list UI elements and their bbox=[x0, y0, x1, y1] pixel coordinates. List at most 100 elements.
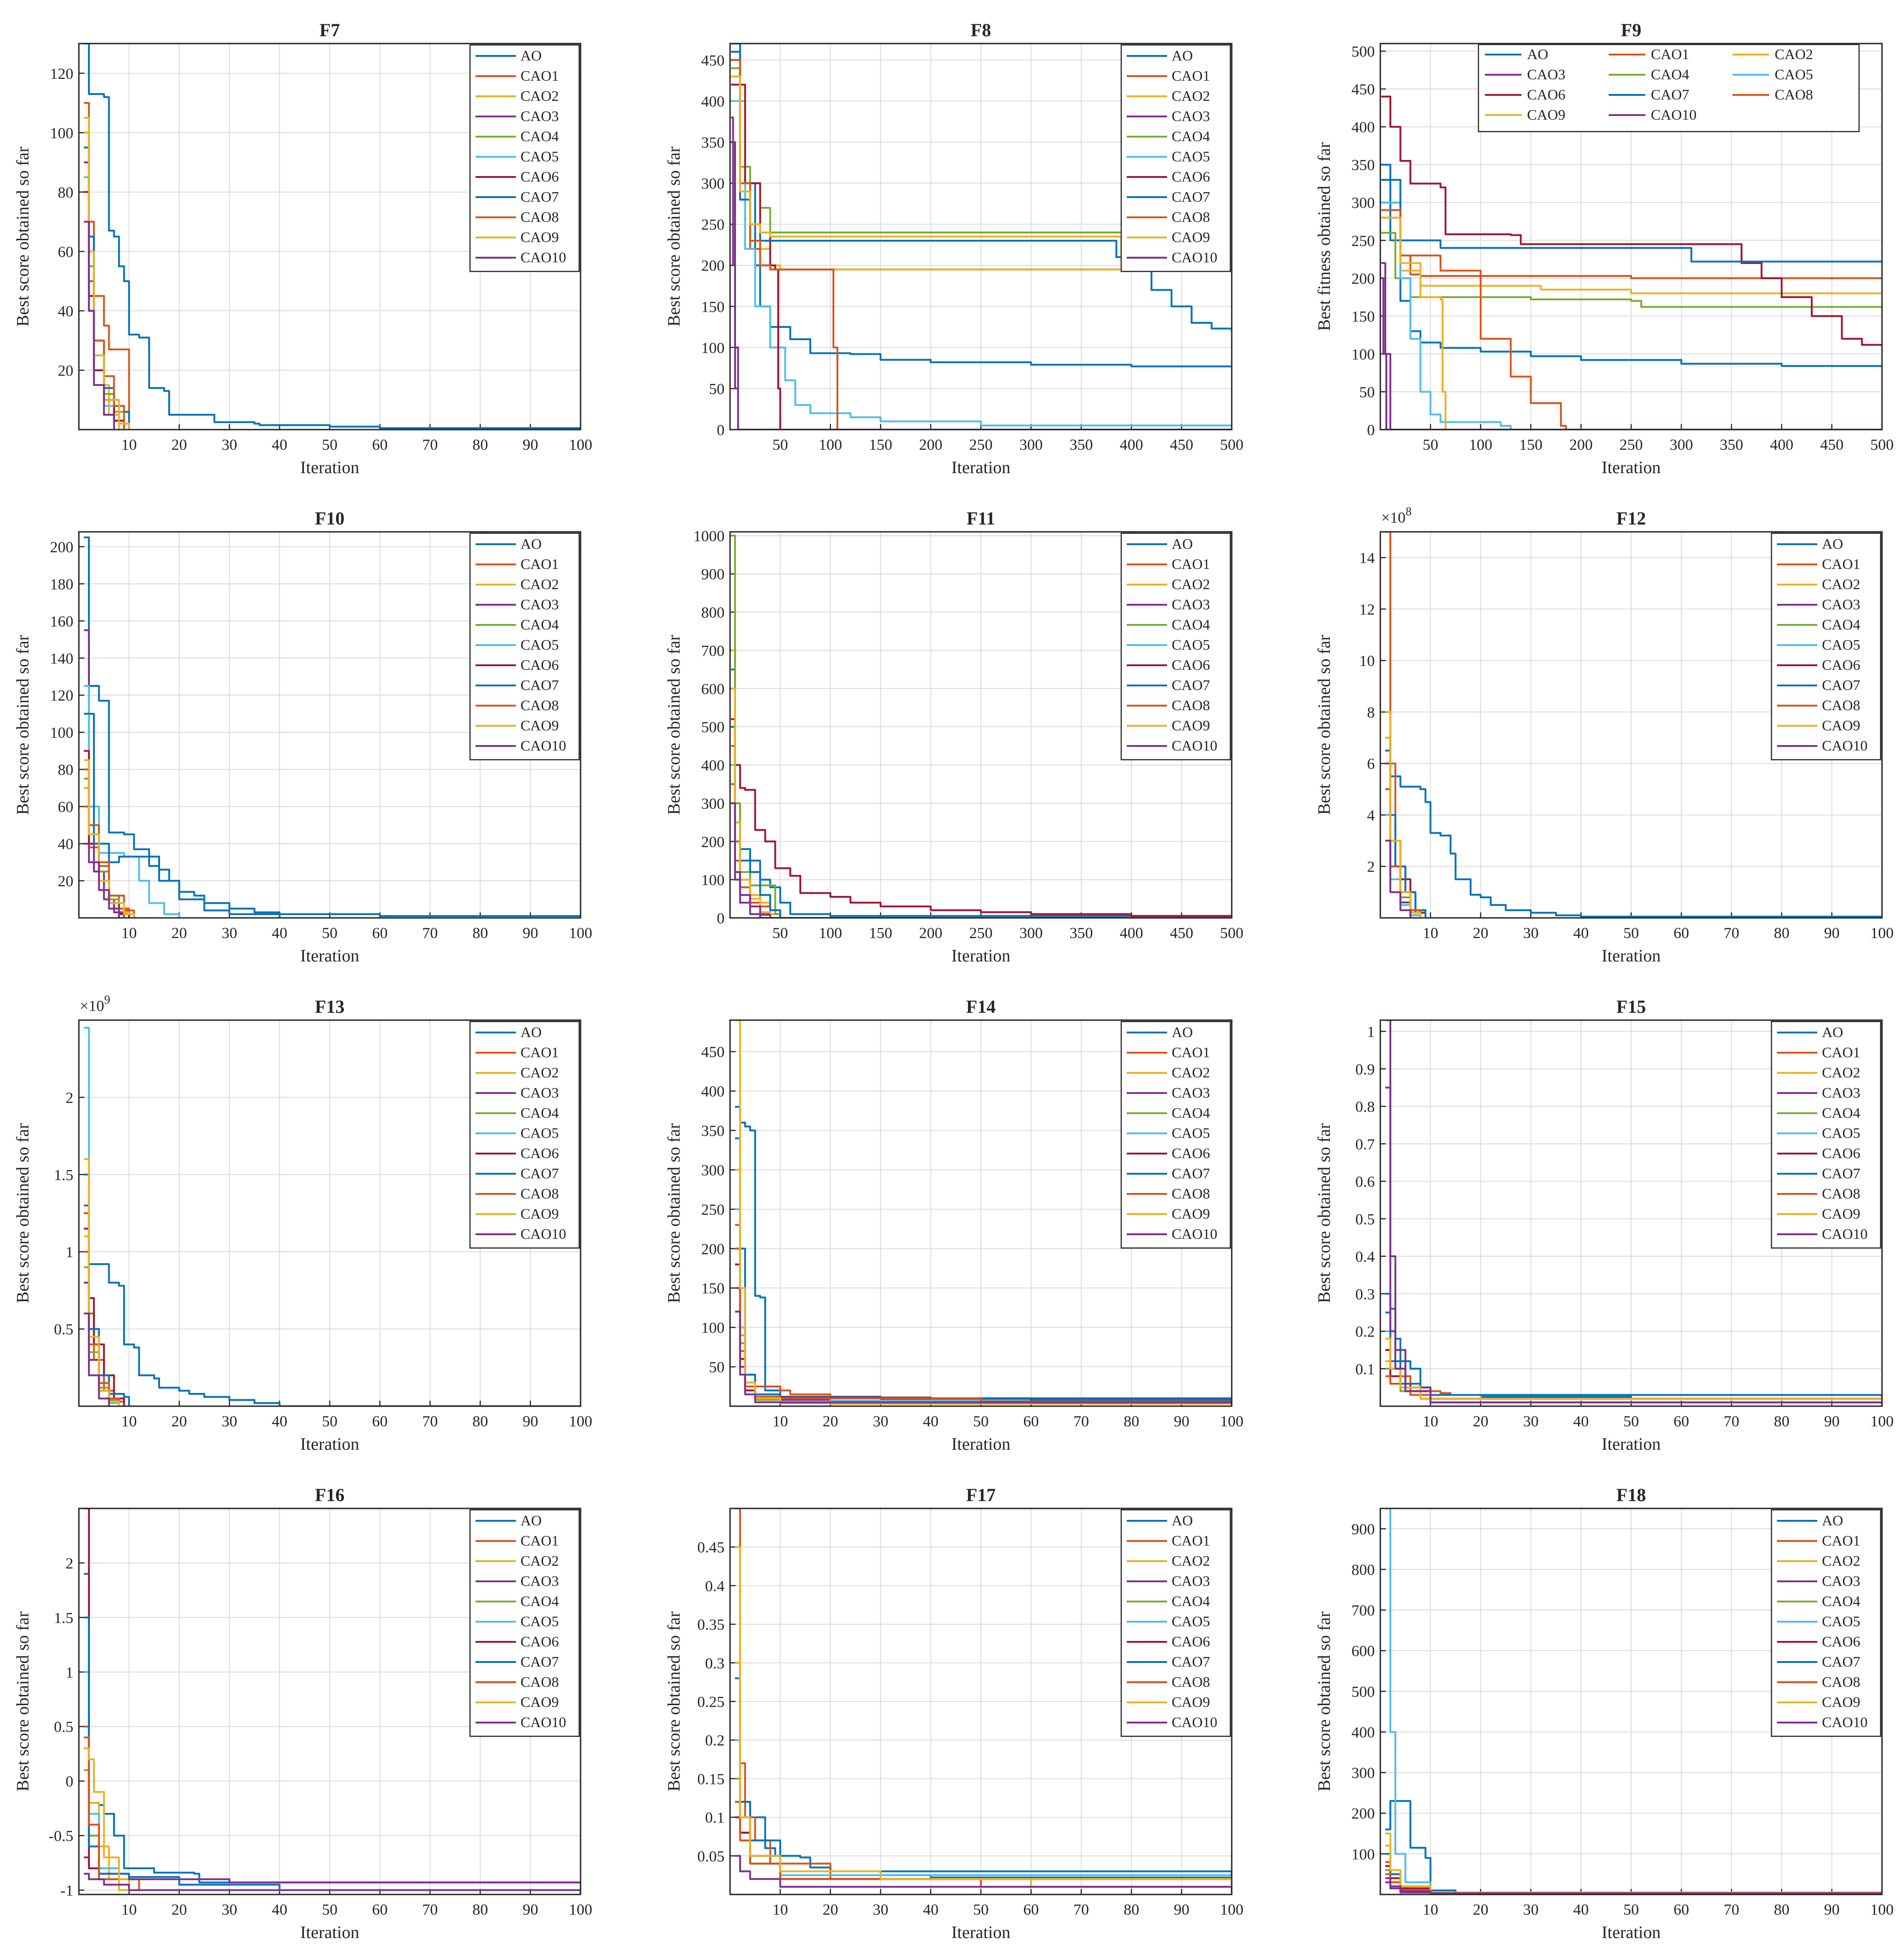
x-tick-label: 100 bbox=[1469, 436, 1492, 453]
x-axis-label: Iteration bbox=[952, 1923, 1011, 1942]
series-line-cao8 bbox=[731, 59, 1232, 430]
legend-label: CAO7 bbox=[1822, 677, 1860, 693]
x-tick-label: 80 bbox=[472, 436, 488, 453]
axes-box bbox=[78, 1019, 581, 1407]
legend-label: CAO7 bbox=[1651, 86, 1689, 103]
x-tick-label: 20 bbox=[1473, 925, 1489, 942]
legend-label: CAO1 bbox=[1651, 46, 1689, 62]
y-tick-label: 80 bbox=[58, 184, 73, 201]
legend-label: CAO6 bbox=[1172, 1145, 1210, 1161]
x-tick-label: 40 bbox=[272, 436, 288, 453]
legend-label: CAO2 bbox=[1822, 1064, 1860, 1081]
series-group bbox=[1385, 532, 1882, 918]
series-line-cao8 bbox=[1381, 209, 1882, 430]
legend-label: CAO8 bbox=[1822, 1185, 1860, 1202]
legend-label: CAO5 bbox=[520, 636, 559, 653]
x-tick-label: 300 bbox=[1019, 436, 1043, 453]
legend-label: CAO1 bbox=[520, 1044, 559, 1060]
series-line-cao10 bbox=[731, 802, 1232, 918]
legend: AO CAO1 CAO2 CAO3 CAO4 CAO5 CAO6 CAO7 CAO8 CAO9 CA… bbox=[1771, 532, 1882, 761]
y-tick-label: 50 bbox=[709, 1359, 725, 1376]
y-tick-label: 600 bbox=[1351, 1643, 1375, 1660]
y-tick-label: 0.5 bbox=[54, 1321, 74, 1338]
y-tick-label: 250 bbox=[1351, 232, 1375, 249]
y-tick-label: 150 bbox=[701, 298, 725, 315]
legend-label: CAO1 bbox=[1822, 1044, 1860, 1060]
y-axis-label: Best score obtained so far bbox=[13, 1611, 33, 1791]
x-axis-label: Iteration bbox=[952, 1435, 1011, 1454]
legend-box bbox=[1478, 44, 1860, 133]
legend-label: CAO4 bbox=[520, 616, 559, 633]
legend-label: CAO9 bbox=[1822, 1205, 1860, 1222]
y-tick-label: 100 bbox=[701, 872, 725, 889]
y-tick-label: -1 bbox=[61, 1882, 73, 1899]
x-axis-label: Iteration bbox=[1602, 458, 1661, 477]
y-tick-label: 0.7 bbox=[1356, 1136, 1375, 1153]
x-tick-label: 250 bbox=[969, 436, 993, 453]
axes-box bbox=[729, 1019, 1233, 1407]
y-axis-label: Best score obtained so far bbox=[1315, 635, 1334, 815]
x-tick-label: 60 bbox=[372, 436, 387, 453]
chart-f18: 10 20 30 40 50 60 70 80 90 100 100 200 300 400 500 600 7… bbox=[1315, 1485, 1894, 1942]
legend: AO CAO1 CAO2 CAO3 CAO4 CAO5 CAO6 CAO7 CAO8 CAO9 CA… bbox=[1120, 1021, 1231, 1249]
y-tick-label: 350 bbox=[701, 134, 725, 151]
legend-label: CAO4 bbox=[1172, 616, 1210, 633]
y-tick-label: 150 bbox=[701, 1280, 725, 1297]
chart-f12: 10 20 30 40 50 60 70 80 90 100 2 4 6 8 10 12 14 F12 Iterat… bbox=[1315, 505, 1894, 966]
x-tick-label: 10 bbox=[121, 1413, 137, 1430]
y-tick-label: 400 bbox=[1351, 1724, 1375, 1741]
legend-box bbox=[469, 1509, 580, 1737]
legend-label: CAO7 bbox=[520, 1653, 559, 1670]
legend-label: CAO1 bbox=[520, 67, 559, 84]
legend-label: CAO9 bbox=[1822, 717, 1860, 734]
legend-label: CAO9 bbox=[520, 1205, 559, 1222]
x-tick-label: 10 bbox=[1422, 1413, 1438, 1430]
x-tick-label: 100 bbox=[569, 1901, 592, 1918]
chart-title: F11 bbox=[967, 508, 995, 529]
y-tick-label: 1 bbox=[66, 1664, 73, 1681]
legend-label: CAO10 bbox=[1822, 1714, 1868, 1730]
legend-label: CAO6 bbox=[1822, 657, 1860, 673]
legend-label: CAO6 bbox=[1172, 657, 1210, 673]
legend-label: CAO5 bbox=[1822, 636, 1860, 653]
y-tick-label: 300 bbox=[1351, 195, 1375, 212]
y-tick-label: 1 bbox=[1367, 1024, 1375, 1041]
x-tick-label: 30 bbox=[221, 1901, 237, 1918]
x-tick-label: 60 bbox=[1673, 1901, 1689, 1918]
legend-label: CAO3 bbox=[520, 108, 559, 124]
y-tick-label: 300 bbox=[1351, 1765, 1375, 1782]
y-tick-label: 0.35 bbox=[697, 1617, 725, 1634]
x-tick-label: 70 bbox=[422, 1901, 438, 1918]
chart-title: F7 bbox=[320, 20, 340, 40]
legend-label: CAO4 bbox=[1172, 1593, 1210, 1609]
x-tick-label: 100 bbox=[1871, 925, 1894, 942]
x-tick-label: 450 bbox=[1170, 436, 1193, 453]
legend-label: CAO4 bbox=[520, 1105, 559, 1121]
x-tick-label: 60 bbox=[372, 1413, 387, 1430]
x-tick-label: 80 bbox=[1774, 925, 1789, 942]
legend-box bbox=[469, 44, 580, 272]
x-tick-label: 50 bbox=[1422, 436, 1438, 453]
series-line-cao6 bbox=[731, 718, 1232, 917]
legend-label: CAO1 bbox=[520, 1532, 559, 1549]
legend-label: CAO8 bbox=[1822, 1673, 1860, 1690]
y-tick-label: 200 bbox=[701, 1241, 725, 1258]
y-tick-label: 700 bbox=[1351, 1602, 1375, 1619]
y-tick-label: 0.05 bbox=[697, 1848, 725, 1865]
legend-label: AO bbox=[520, 536, 542, 552]
series-line-cao10 bbox=[1385, 1877, 1882, 1894]
series-line-cao10 bbox=[83, 1872, 581, 1894]
series-group bbox=[83, 1027, 581, 1406]
legend-label: CAO8 bbox=[520, 697, 559, 713]
y-tick-label: 600 bbox=[701, 681, 725, 698]
x-tick-label: 90 bbox=[1174, 1413, 1190, 1430]
series-line-ao bbox=[83, 44, 581, 429]
x-tick-label: 20 bbox=[172, 436, 187, 453]
legend-box bbox=[1771, 532, 1882, 761]
y-tick-label: 200 bbox=[701, 834, 725, 850]
y-tick-label: 800 bbox=[701, 604, 725, 621]
legend-label: CAO10 bbox=[520, 1714, 566, 1730]
y-tick-label: 160 bbox=[50, 613, 73, 630]
series-group bbox=[735, 1508, 1232, 1892]
x-axis-label: Iteration bbox=[300, 1435, 360, 1454]
